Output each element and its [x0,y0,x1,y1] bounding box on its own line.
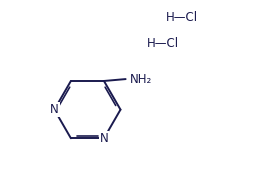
Text: H—Cl: H—Cl [166,11,198,23]
Text: H—Cl: H—Cl [147,37,179,50]
Text: NH₂: NH₂ [130,73,152,86]
Text: N: N [50,103,59,116]
Text: N: N [100,132,108,145]
